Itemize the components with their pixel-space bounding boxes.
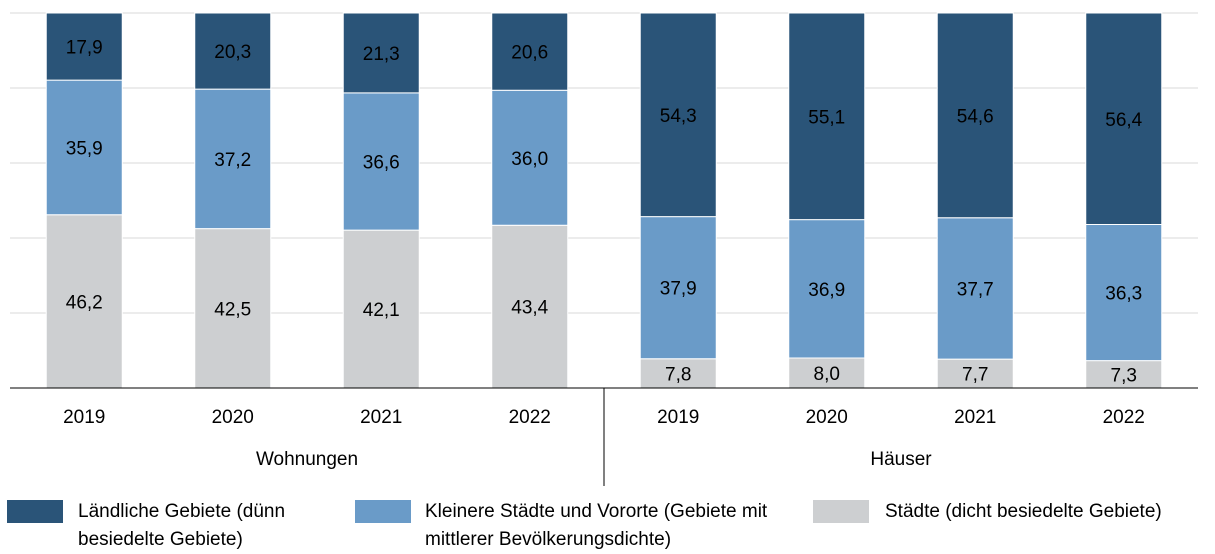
data-label: 54,6	[957, 106, 994, 127]
group-label: Häuser	[870, 449, 932, 470]
data-label: 42,1	[363, 300, 400, 321]
bar-segment	[639, 216, 717, 360]
bar-segment	[45, 79, 123, 216]
bar-segment	[936, 217, 1014, 360]
data-label: 36,6	[363, 153, 400, 174]
data-label: 20,6	[511, 43, 548, 64]
data-label: 7,8	[665, 364, 691, 385]
data-label: 20,3	[214, 42, 251, 63]
bar-segment	[936, 12, 1014, 219]
bar-segment	[788, 357, 866, 389]
x-tick-label: 2022	[1103, 407, 1145, 428]
legend-label: Städte (dicht besiedelte Gebiete)	[885, 501, 1162, 522]
legend-swatch	[813, 500, 869, 523]
bar-segment	[1085, 12, 1163, 225]
x-tick-label: 2022	[509, 407, 551, 428]
bar-segment	[788, 12, 866, 221]
bar-segment	[491, 89, 569, 226]
bar-segment	[639, 12, 717, 218]
data-label: 42,5	[214, 299, 251, 320]
data-label: 36,3	[1105, 284, 1142, 305]
bar-segment	[1085, 360, 1163, 389]
x-tick-label: 2020	[212, 407, 254, 428]
bar-segment	[342, 12, 420, 94]
bar-segment	[194, 12, 272, 90]
bar-segment	[45, 12, 123, 81]
legend-swatch	[7, 500, 63, 523]
bar-segment	[936, 358, 1014, 389]
data-label: 17,9	[66, 38, 103, 59]
data-label: 37,7	[957, 279, 994, 300]
group-label: Wohnungen	[256, 449, 358, 470]
bar-segment	[1085, 224, 1163, 362]
chart: 46,2 35,9 17,9 2019 42,5 37,2 20,3 2020 42,1 36,6…	[10, 12, 1198, 486]
bar-segment	[342, 229, 420, 389]
data-label: 7,7	[962, 365, 988, 386]
data-label: 8,0	[814, 364, 840, 385]
bar-segment	[491, 12, 569, 91]
x-tick-label: 2021	[360, 407, 402, 428]
data-label: 43,4	[511, 298, 548, 319]
legend-swatch	[355, 500, 411, 523]
bar-segment	[342, 92, 420, 231]
data-label: 35,9	[66, 138, 103, 159]
data-label: 37,2	[214, 150, 251, 171]
data-label: 56,4	[1105, 110, 1142, 131]
data-label: 54,3	[660, 106, 697, 127]
data-label: 36,9	[808, 280, 845, 301]
data-label: 7,3	[1111, 365, 1137, 386]
x-tick-label: 2020	[806, 407, 848, 428]
legend-label: Kleinere Städte und Vororte (Gebiete mit…	[425, 501, 768, 550]
legend-label: Ländliche Gebiete (dünn besiedelte Gebie…	[78, 501, 286, 550]
bar-segment	[639, 358, 717, 389]
x-tick-label: 2021	[954, 407, 996, 428]
bar-segment	[788, 219, 866, 359]
data-label: 37,9	[660, 279, 697, 300]
x-tick-label: 2019	[657, 407, 699, 428]
data-label: 46,2	[66, 292, 103, 313]
data-label: 21,3	[363, 44, 400, 65]
x-tick-label: 2019	[63, 407, 105, 428]
bar-segment	[194, 88, 272, 230]
data-label: 36,0	[511, 149, 548, 170]
bar-segment	[491, 224, 569, 389]
data-label: 55,1	[808, 107, 845, 128]
